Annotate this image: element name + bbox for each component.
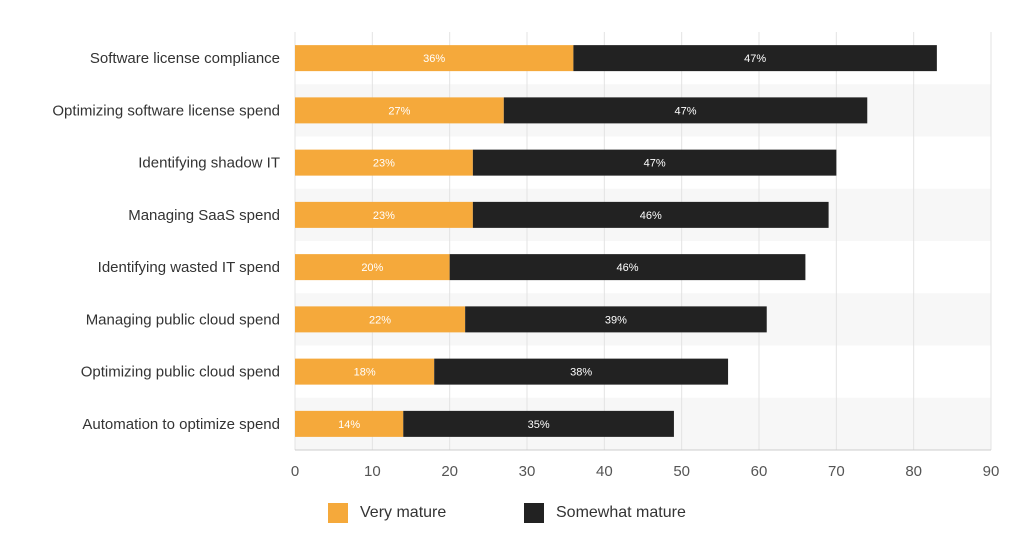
x-tick-label: 20 [441, 463, 458, 480]
data-label: 47% [644, 158, 666, 170]
bar-segment-very-mature [295, 45, 574, 72]
legend-item-somewhat-mature: Somewhat mature [524, 500, 686, 526]
data-label: 14% [338, 419, 360, 431]
x-tick-label: 0 [291, 463, 299, 480]
x-tick-label: 10 [364, 463, 381, 480]
category-label: Identifying shadow IT [138, 155, 280, 172]
legend-swatch-very-mature [328, 503, 348, 523]
bar-segment-somewhat-mature [503, 97, 868, 124]
legend-label-somewhat-mature: Somewhat mature [556, 504, 686, 521]
bar-segment-very-mature [295, 306, 466, 333]
bar-segment-very-mature [295, 254, 450, 281]
category-label: Managing public cloud spend [86, 311, 280, 328]
bar-segment-somewhat-mature [465, 306, 767, 333]
category-label: Software license compliance [90, 50, 280, 67]
x-tick-label: 40 [596, 463, 613, 480]
data-label: 39% [605, 314, 627, 326]
data-label: 36% [423, 53, 445, 65]
bar-segment-very-mature [295, 97, 504, 124]
category-label: Automation to optimize spend [82, 416, 280, 433]
data-label: 20% [361, 262, 383, 274]
category-label: Optimizing software license spend [52, 102, 280, 119]
bar-segment-very-mature [295, 410, 404, 437]
x-tick-label: 60 [751, 463, 768, 480]
bar-segment-very-mature [295, 358, 435, 385]
category-label: Optimizing public cloud spend [81, 364, 280, 381]
data-label: 22% [369, 314, 391, 326]
bar-segment-somewhat-mature [403, 410, 674, 437]
bar-segment-somewhat-mature [434, 358, 729, 385]
x-tick-label: 80 [905, 463, 922, 480]
legend-swatch-somewhat-mature [524, 503, 544, 523]
bar-segment-very-mature [295, 149, 473, 176]
legend: Very mature Somewhat mature [0, 500, 1024, 526]
bar-segment-somewhat-mature [573, 45, 937, 72]
x-tick-label: 90 [983, 463, 1000, 480]
bar-segment-somewhat-mature [449, 254, 806, 281]
x-tick-label: 50 [673, 463, 690, 480]
bar-segment-somewhat-mature [472, 201, 829, 228]
data-label: 35% [528, 419, 550, 431]
data-label: 38% [570, 367, 592, 379]
data-label: 47% [744, 53, 766, 65]
data-label: 46% [617, 262, 639, 274]
x-tick-label: 70 [828, 463, 845, 480]
data-label: 47% [675, 105, 697, 117]
category-label: Identifying wasted IT spend [98, 259, 280, 276]
data-label: 46% [640, 210, 662, 222]
bar-segment-very-mature [295, 201, 473, 228]
bar-segment-somewhat-mature [472, 149, 837, 176]
data-label: 18% [354, 367, 376, 379]
legend-label-very-mature: Very mature [360, 504, 447, 521]
legend-item-very-mature: Very mature [328, 500, 446, 526]
data-label: 23% [373, 158, 395, 170]
x-tick-label: 30 [519, 463, 536, 480]
data-label: 23% [373, 210, 395, 222]
category-label: Managing SaaS spend [128, 207, 280, 224]
data-label: 27% [388, 105, 410, 117]
